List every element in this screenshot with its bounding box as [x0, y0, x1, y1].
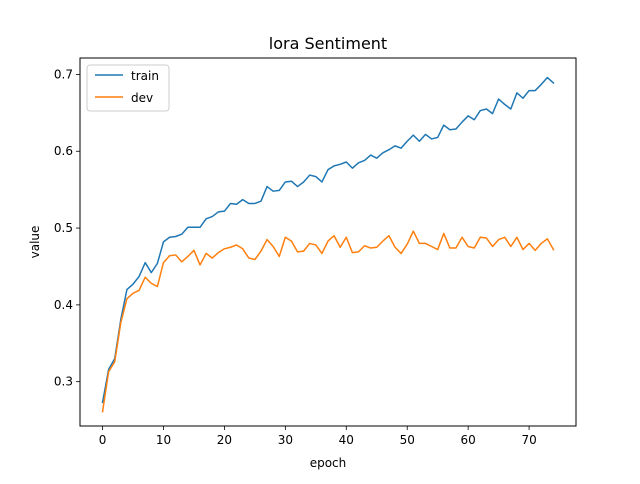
legend-box — [86, 64, 170, 112]
x-axis-label: epoch — [310, 456, 347, 470]
x-tick-label: 0 — [99, 433, 107, 447]
x-axis: 0 10 20 30 40 50 60 70 — [99, 426, 537, 447]
plot-area-frame — [79, 57, 577, 427]
y-tick-label: 0.4 — [54, 298, 73, 312]
x-tick-label: 10 — [156, 433, 171, 447]
x-tick-label: 40 — [339, 433, 354, 447]
y-tick-label: 0.7 — [54, 67, 73, 81]
series-line-train — [101, 76, 555, 404]
x-tick-label: 70 — [521, 433, 536, 447]
y-axis-label: value — [28, 226, 42, 259]
x-tick-label: 30 — [278, 433, 293, 447]
chart-title: lora Sentiment — [269, 34, 387, 53]
legend-label-train: train — [131, 69, 159, 83]
y-tick-label: 0.5 — [54, 221, 73, 235]
legend-label-dev: dev — [131, 91, 153, 105]
series-layer — [101, 76, 555, 413]
y-tick-label: 0.3 — [54, 375, 73, 389]
x-tick-label: 50 — [400, 433, 415, 447]
x-tick-label: 20 — [217, 433, 232, 447]
legend: train dev — [86, 64, 170, 112]
x-tick-label: 60 — [461, 433, 476, 447]
y-axis: 0.3 0.4 0.5 0.6 0.7 — [54, 67, 80, 389]
series-line-dev — [101, 230, 555, 413]
y-tick-label: 0.6 — [54, 144, 73, 158]
